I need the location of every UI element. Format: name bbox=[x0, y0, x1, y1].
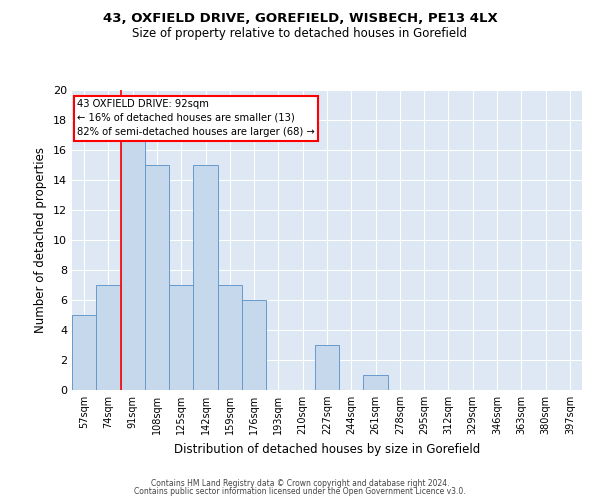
Bar bbox=[315, 345, 339, 390]
Bar bbox=[96, 285, 121, 390]
Bar bbox=[72, 315, 96, 390]
Bar bbox=[145, 165, 169, 390]
Bar bbox=[364, 375, 388, 390]
Bar bbox=[121, 105, 145, 390]
Text: 43 OXFIELD DRIVE: 92sqm
← 16% of detached houses are smaller (13)
82% of semi-de: 43 OXFIELD DRIVE: 92sqm ← 16% of detache… bbox=[77, 99, 315, 137]
Text: Size of property relative to detached houses in Gorefield: Size of property relative to detached ho… bbox=[133, 28, 467, 40]
Bar bbox=[242, 300, 266, 390]
Y-axis label: Number of detached properties: Number of detached properties bbox=[34, 147, 47, 333]
Text: Contains HM Land Registry data © Crown copyright and database right 2024.: Contains HM Land Registry data © Crown c… bbox=[151, 478, 449, 488]
Bar bbox=[169, 285, 193, 390]
X-axis label: Distribution of detached houses by size in Gorefield: Distribution of detached houses by size … bbox=[174, 442, 480, 456]
Text: Contains public sector information licensed under the Open Government Licence v3: Contains public sector information licen… bbox=[134, 487, 466, 496]
Bar bbox=[218, 285, 242, 390]
Text: 43, OXFIELD DRIVE, GOREFIELD, WISBECH, PE13 4LX: 43, OXFIELD DRIVE, GOREFIELD, WISBECH, P… bbox=[103, 12, 497, 26]
Bar bbox=[193, 165, 218, 390]
